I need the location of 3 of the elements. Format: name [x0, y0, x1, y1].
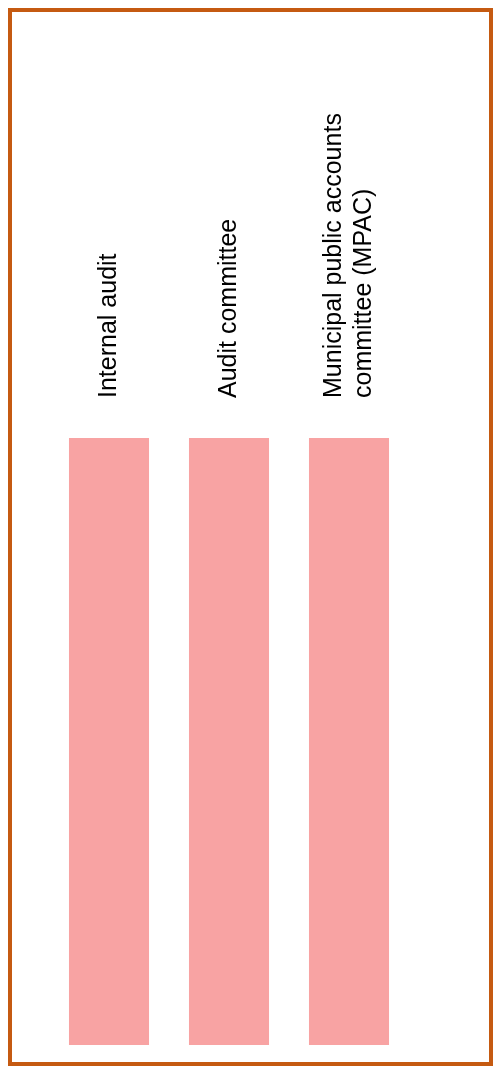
- x-tick-label: Audit committee: [212, 218, 241, 398]
- x-tick-label: Municipal public accounts committee (MPAC): [317, 113, 376, 398]
- x-tick-label: Internal audit: [92, 253, 121, 398]
